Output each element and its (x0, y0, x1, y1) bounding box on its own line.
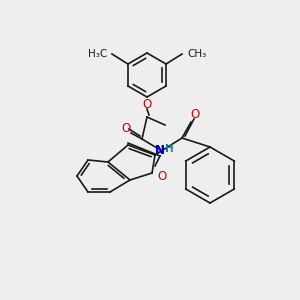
Text: N: N (155, 145, 165, 158)
Text: N: N (155, 145, 165, 158)
Text: O: O (142, 98, 152, 112)
Text: O: O (157, 169, 166, 182)
Text: H: H (165, 144, 173, 154)
Text: O: O (190, 109, 200, 122)
Text: H: H (166, 144, 174, 154)
Text: CH₃: CH₃ (187, 49, 206, 59)
Text: O: O (122, 122, 130, 134)
Text: H₃C: H₃C (88, 49, 107, 59)
